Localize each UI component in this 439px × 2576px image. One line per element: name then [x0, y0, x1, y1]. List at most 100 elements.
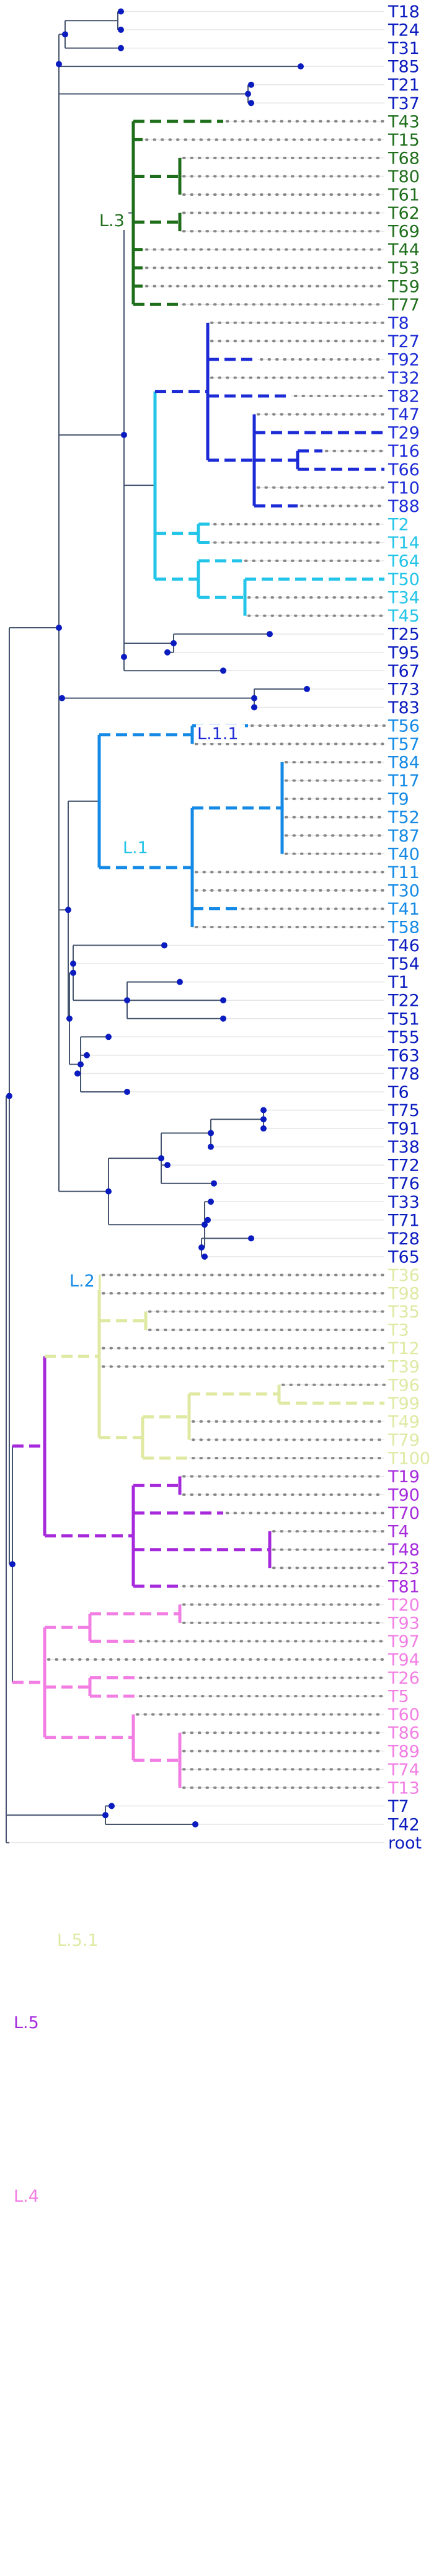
- tip-node: [267, 631, 273, 638]
- internal-node: [208, 1130, 214, 1136]
- tip-node: [118, 8, 124, 15]
- leaf-label-t60: T60: [388, 1705, 420, 1725]
- leaf-label-t29: T29: [388, 424, 420, 443]
- internal-node: [70, 969, 76, 976]
- leaf-label-t51: T51: [388, 1009, 420, 1029]
- leaf-label-t92: T92: [388, 350, 420, 369]
- tip-node: [164, 1162, 171, 1169]
- leaf-label-t90: T90: [388, 1486, 420, 1505]
- tip-node: [118, 27, 124, 33]
- leaf-label-t81: T81: [388, 1577, 420, 1596]
- clade-label-l-4: L.4: [14, 2187, 39, 2206]
- internal-node: [158, 1155, 164, 1162]
- leaf-label-t1: T1: [388, 973, 409, 992]
- leaf-label-t65: T65: [388, 1247, 420, 1267]
- clade-label-bg: [122, 838, 152, 857]
- internal-node: [124, 997, 130, 1004]
- tip-node: [260, 1107, 267, 1114]
- clade-label-bg: [12, 2013, 43, 2032]
- leaf-label-t18: T18: [388, 2, 420, 22]
- tip-node: [84, 1052, 90, 1058]
- leaf-label-t100: T100: [388, 1449, 430, 1468]
- tip-node: [105, 1034, 112, 1040]
- leaf-label-t66: T66: [388, 460, 420, 480]
- leaf-label-t48: T48: [388, 1541, 420, 1560]
- leaf-label-t21: T21: [388, 76, 420, 95]
- clade-labels: L.3 L.1.1 L.1 L.2 L.5.1 L.5 L.4: [12, 211, 245, 2206]
- internal-node: [56, 61, 62, 68]
- leaf-label-t31: T31: [388, 39, 420, 58]
- leaf-label-t12: T12: [388, 1339, 420, 1358]
- leaf-label-t62: T62: [388, 204, 420, 223]
- internal-node: [121, 654, 127, 661]
- leaf-label-t71: T71: [388, 1211, 420, 1230]
- leaf-label-t30: T30: [388, 881, 420, 900]
- leaf-label-t33: T33: [388, 1193, 420, 1212]
- leaf-label-t26: T26: [388, 1669, 420, 1688]
- leaf-label-t37: T37: [388, 94, 420, 113]
- leaf-label-t75: T75: [388, 1101, 420, 1120]
- tip-node: [109, 1803, 115, 1809]
- leaf-label-t67: T67: [388, 662, 420, 681]
- tip-node: [248, 81, 254, 88]
- leaf-label-t9: T9: [388, 790, 409, 809]
- leaf-label-t3: T3: [388, 1321, 409, 1340]
- leaf-label-t91: T91: [388, 1120, 420, 1139]
- leaf-label-t34: T34: [388, 589, 420, 608]
- leaf-label-t35: T35: [388, 1303, 420, 1322]
- tip-node: [192, 1821, 198, 1827]
- leaf-label-t76: T76: [388, 1174, 420, 1193]
- leaf-label-t55: T55: [388, 1028, 420, 1047]
- leaf-label-t20: T20: [388, 1596, 420, 1615]
- leaf-label-t2: T2: [388, 515, 409, 534]
- clade-label-bg: [98, 211, 128, 230]
- leaf-label-t40: T40: [388, 845, 420, 864]
- tip-node: [220, 1015, 226, 1022]
- leaf-label-t69: T69: [388, 222, 420, 242]
- leaf-label-t89: T89: [388, 1742, 420, 1761]
- leaf-label-t54: T54: [388, 955, 420, 974]
- clade-label-bg: [12, 2187, 43, 2205]
- leaf-label-t4: T4: [388, 1523, 409, 1542]
- tip-node: [124, 1088, 130, 1095]
- clade-label-l-1-1: L.1.1: [197, 724, 239, 744]
- leaf-label-t24: T24: [388, 21, 420, 40]
- leaf-label-t19: T19: [388, 1467, 420, 1487]
- tip-node: [177, 978, 183, 985]
- tip-node: [260, 1125, 267, 1132]
- tree-branches: [6, 11, 384, 1844]
- internal-node: [105, 1188, 112, 1195]
- leaf-label-t53: T53: [388, 259, 420, 278]
- leaf-label-t58: T58: [388, 918, 420, 938]
- internal-node: [9, 1561, 16, 1568]
- leaf-label-t73: T73: [388, 680, 420, 699]
- leaf-label-t95: T95: [388, 643, 420, 662]
- leaf-label-t59: T59: [388, 277, 420, 296]
- internal-node: [62, 31, 68, 38]
- leaf-label-t72: T72: [388, 1156, 420, 1176]
- tip-node: [248, 100, 254, 107]
- leaf-label-t52: T52: [388, 808, 420, 827]
- tip-node: [74, 1070, 81, 1077]
- leaf-label-t78: T78: [388, 1065, 420, 1084]
- tip-node: [202, 1253, 208, 1260]
- clade-label-bg: [196, 724, 245, 743]
- leaf-label-t43: T43: [388, 112, 420, 131]
- tip-node: [161, 942, 167, 949]
- clade-label-bg: [56, 1931, 105, 1950]
- leaf-label-t87: T87: [388, 827, 420, 846]
- internal-node: [6, 1092, 12, 1099]
- internal-node: [245, 90, 251, 97]
- leaf-label-t7: T7: [388, 1797, 409, 1816]
- internal-node: [66, 1015, 73, 1022]
- internal-node: [202, 1221, 208, 1228]
- internal-node: [260, 1116, 267, 1123]
- tip-node: [208, 1143, 214, 1150]
- tip-node: [70, 961, 76, 967]
- leaf-label-t6: T6: [388, 1083, 409, 1102]
- leaf-label-t15: T15: [388, 131, 420, 150]
- leaf-label-t38: T38: [388, 1138, 420, 1157]
- leaf-label-t93: T93: [388, 1614, 420, 1633]
- leaf-label-t17: T17: [388, 771, 420, 791]
- tip-node: [298, 63, 304, 70]
